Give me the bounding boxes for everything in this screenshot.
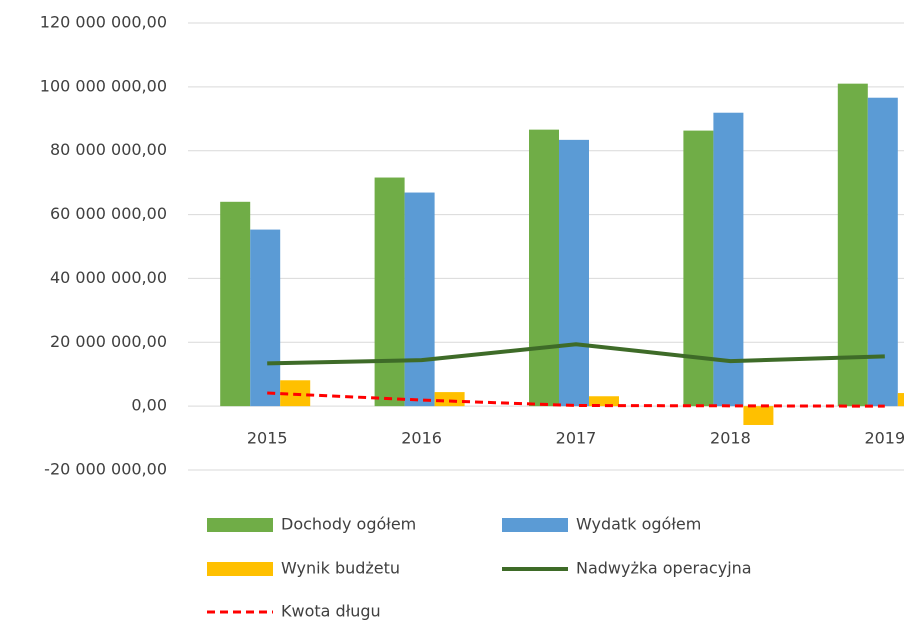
y-tick-label: 120 000 000,00 [40, 13, 167, 32]
legend-label: Wynik budżetu [281, 559, 400, 578]
bar [374, 177, 405, 407]
y-tick-label: 80 000 000,00 [50, 140, 167, 159]
bar [250, 229, 281, 407]
y-tick-label: 0,00 [131, 396, 167, 415]
legend-swatch [207, 562, 273, 576]
x-tick-label: 2018 [710, 429, 751, 448]
legend-label: Kwota długu [281, 602, 381, 621]
bar [867, 97, 898, 407]
bar [404, 192, 435, 407]
bar [897, 393, 904, 407]
line-series [267, 391, 885, 408]
legend-label: Nadwyżka operacyjna [576, 559, 752, 578]
x-tick-label: 2016 [401, 429, 442, 448]
y-tick-label: 60 000 000,00 [50, 204, 167, 223]
bar [837, 83, 868, 407]
bar [743, 406, 774, 425]
legend-swatch [207, 518, 273, 532]
y-tick-label: 40 000 000,00 [50, 268, 167, 287]
bar [220, 201, 251, 407]
legend-label: Wydatk ogółem [576, 515, 701, 534]
x-tick-label: 2019 [864, 429, 904, 448]
legend-swatch [502, 518, 568, 532]
line-series [267, 342, 885, 366]
bar [713, 112, 744, 407]
y-tick-label: 100 000 000,00 [40, 76, 167, 95]
y-tick-label: 20 000 000,00 [50, 332, 167, 351]
x-tick-label: 2017 [556, 429, 597, 448]
bar [683, 130, 714, 407]
bar [559, 139, 589, 407]
bar [589, 396, 619, 407]
x-tick-label: 2015 [247, 429, 288, 448]
bar [434, 392, 465, 407]
y-tick-label: -20 000 000,00 [44, 460, 167, 479]
legend-label: Dochody ogółem [281, 515, 416, 534]
bar [529, 129, 559, 407]
